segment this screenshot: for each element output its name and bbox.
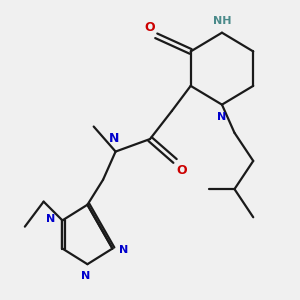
Text: N: N [119, 245, 129, 255]
Text: N: N [109, 132, 119, 145]
Text: O: O [145, 21, 155, 34]
Text: NH: NH [213, 16, 231, 26]
Text: N: N [81, 271, 91, 281]
Text: N: N [46, 214, 56, 224]
Text: N: N [217, 112, 226, 122]
Text: O: O [176, 164, 187, 177]
